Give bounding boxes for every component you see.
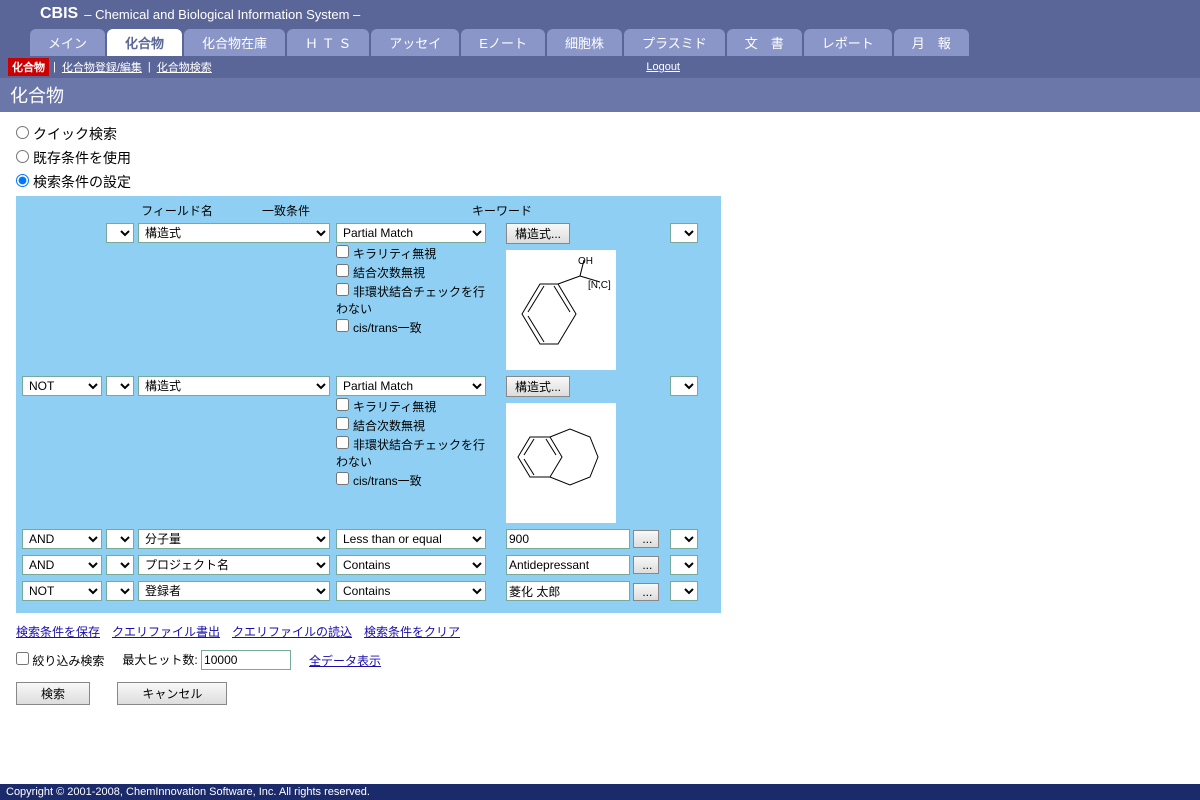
field-select[interactable]: プロジェクト名 (138, 555, 330, 575)
search-panel: フィールド名 一致条件 キーワード 構造式Partial Matchキラリティ無… (16, 196, 721, 613)
tab-5[interactable]: Eノート (461, 29, 545, 56)
struct-option[interactable]: キラリティ無視 (336, 398, 486, 415)
molecule-preview: OH [N,C] (506, 250, 616, 370)
struct-option[interactable]: 非環状結合チェックを行わない (336, 436, 486, 470)
column-headers: フィールド名 一致条件 キーワード (22, 202, 715, 219)
logic-select[interactable]: NOT (22, 376, 102, 396)
struct-option[interactable]: 結合次数無視 (336, 264, 486, 281)
app-subtitle: – Chemical and Biological Information Sy… (84, 7, 360, 22)
condition-select[interactable]: Partial Match (336, 223, 486, 243)
query-action-link[interactable]: 検索条件をクリア (364, 625, 460, 639)
query-action-link[interactable]: クエリファイル書出 (112, 625, 220, 639)
search-mode-radio[interactable]: 検索条件の設定 (16, 172, 1184, 192)
logic-select[interactable]: AND (22, 529, 102, 549)
tab-6[interactable]: 細胞株 (547, 29, 622, 56)
struct-option[interactable]: cis/trans一致 (336, 472, 486, 489)
field-select[interactable]: 構造式 (138, 223, 330, 243)
main-tabs: メイン化合物化合物在庫Ｈ Ｔ ＳアッセイEノート細胞株プラスミド文 書レポート月… (0, 28, 1200, 56)
condition-select[interactable]: Contains (336, 555, 486, 575)
close-paren-select[interactable] (670, 581, 698, 601)
search-row: 構造式Partial Matchキラリティ無視結合次数無視非環状結合チェックを行… (22, 223, 715, 370)
open-paren-select[interactable] (106, 223, 134, 243)
search-row: NOT構造式Partial Matchキラリティ無視結合次数無視非環状結合チェッ… (22, 376, 715, 523)
svg-text:[N,C]: [N,C] (588, 280, 611, 291)
structure-options: キラリティ無視結合次数無視非環状結合チェックを行わない cis/trans一致 (336, 398, 486, 489)
close-paren-select[interactable] (670, 376, 698, 396)
tab-10[interactable]: 月 報 (894, 29, 969, 56)
breadcrumb-link[interactable]: 化合物登録/編集 (62, 59, 142, 75)
molecule-preview (506, 403, 616, 523)
open-paren-select[interactable] (106, 555, 134, 575)
tab-3[interactable]: Ｈ Ｔ Ｓ (287, 29, 369, 56)
field-select[interactable]: 構造式 (138, 376, 330, 396)
browse-button[interactable]: ... (633, 530, 659, 548)
header-bar: CBIS – Chemical and Biological Informati… (0, 0, 1200, 28)
tab-7[interactable]: プラスミド (624, 29, 725, 56)
struct-option[interactable]: キラリティ無視 (336, 245, 486, 262)
struct-option[interactable]: cis/trans一致 (336, 319, 486, 336)
show-all-link[interactable]: 全データ表示 (309, 652, 381, 669)
footer: Copyright © 2001-2008, ChemInnovation So… (0, 784, 1200, 800)
breadcrumb-link[interactable]: 化合物検索 (157, 59, 212, 75)
field-select[interactable]: 登録者 (138, 581, 330, 601)
browse-button[interactable]: ... (633, 556, 659, 574)
close-paren-select[interactable] (670, 555, 698, 575)
refine-checkbox[interactable]: 絞り込み検索 (16, 652, 104, 669)
tab-1[interactable]: 化合物 (107, 29, 182, 56)
structure-options: キラリティ無視結合次数無視非環状結合チェックを行わない cis/trans一致 (336, 245, 486, 336)
tab-0[interactable]: メイン (30, 29, 105, 56)
separator: | (53, 61, 56, 73)
keyword-input[interactable] (506, 581, 630, 601)
logic-select[interactable]: NOT (22, 581, 102, 601)
search-mode-radio[interactable]: クイック検索 (16, 124, 1184, 144)
query-links: 検索条件を保存クエリファイル書出クエリファイルの読込検索条件をクリア (16, 623, 1184, 640)
cancel-button[interactable]: キャンセル (117, 682, 227, 705)
page-title: 化合物 (0, 78, 1200, 112)
logic-select[interactable]: AND (22, 555, 102, 575)
svg-text:OH: OH (578, 256, 593, 267)
options-row: 絞り込み検索 最大ヒット数: 全データ表示 (16, 650, 1184, 670)
breadcrumb-bar: 化合物 | 化合物登録/編集 | 化合物検索 Logout (0, 56, 1200, 78)
structure-edit-button[interactable]: 構造式... (506, 223, 570, 244)
structure-edit-button[interactable]: 構造式... (506, 376, 570, 397)
open-paren-select[interactable] (106, 581, 134, 601)
breadcrumb-current: 化合物 (8, 58, 49, 76)
separator: | (148, 61, 151, 73)
maxhit-input[interactable] (201, 650, 291, 670)
struct-option[interactable]: 非環状結合チェックを行わない (336, 283, 486, 317)
search-row: AND プロジェクト名 Contains ... (22, 555, 715, 575)
search-row: NOT 登録者 Contains ... (22, 581, 715, 601)
keyword-input[interactable] (506, 529, 630, 549)
browse-button[interactable]: ... (633, 583, 659, 601)
query-action-link[interactable]: 検索条件を保存 (16, 625, 100, 639)
search-row: AND 分子量 Less than or equal ... (22, 529, 715, 549)
tab-8[interactable]: 文 書 (727, 29, 802, 56)
condition-select[interactable]: Contains (336, 581, 486, 601)
app-title: CBIS (40, 5, 78, 23)
search-button[interactable]: 検索 (16, 682, 90, 705)
logout-link[interactable]: Logout (646, 61, 680, 73)
close-paren-select[interactable] (670, 529, 698, 549)
open-paren-select[interactable] (106, 529, 134, 549)
condition-select[interactable]: Partial Match (336, 376, 486, 396)
header-kw: キーワード (472, 202, 592, 219)
keyword-input[interactable] (506, 555, 630, 575)
close-paren-select[interactable] (670, 223, 698, 243)
header-cond: 一致条件 (262, 202, 382, 219)
header-field: フィールド名 (112, 202, 242, 219)
tab-4[interactable]: アッセイ (371, 29, 459, 56)
action-buttons: 検索 キャンセル (16, 682, 1184, 705)
app-root: CBIS – Chemical and Biological Informati… (0, 0, 1200, 800)
struct-option[interactable]: 結合次数無視 (336, 417, 486, 434)
open-paren-select[interactable] (106, 376, 134, 396)
condition-select[interactable]: Less than or equal (336, 529, 486, 549)
content-area: クイック検索既存条件を使用検索条件の設定 フィールド名 一致条件 キーワード 構… (0, 112, 1200, 713)
search-mode-radio[interactable]: 既存条件を使用 (16, 148, 1184, 168)
query-action-link[interactable]: クエリファイルの読込 (232, 625, 352, 639)
tab-9[interactable]: レポート (804, 29, 892, 56)
label: 最大ヒット数: (122, 650, 291, 670)
tab-2[interactable]: 化合物在庫 (184, 29, 285, 56)
field-select[interactable]: 分子量 (138, 529, 330, 549)
